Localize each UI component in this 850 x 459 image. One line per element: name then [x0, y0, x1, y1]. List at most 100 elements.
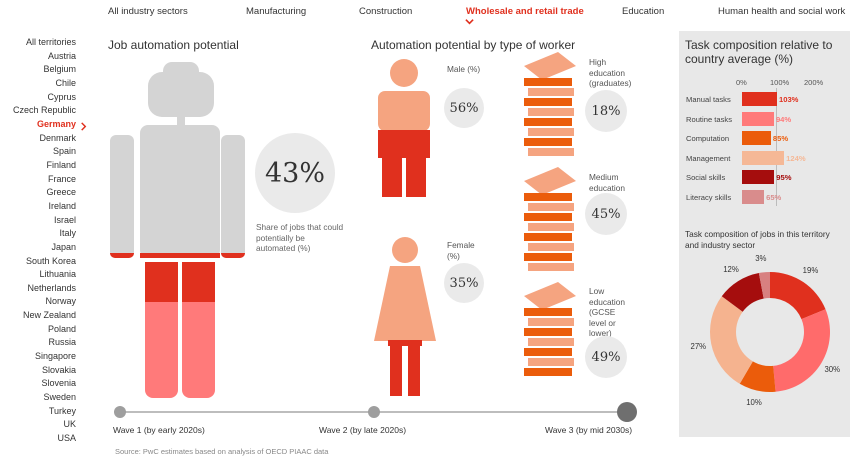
low-education-value: 49%	[591, 349, 621, 365]
donut-slice-label: 10%	[746, 398, 762, 408]
bar-category-label: Literacy skills	[686, 192, 732, 202]
country-item[interactable]: Denmark	[39, 132, 76, 143]
bar-category-label: Management	[686, 153, 731, 163]
tab-manufacturing[interactable]: Manufacturing	[246, 6, 307, 17]
active-tab-chevron-icon	[465, 19, 474, 25]
country-item[interactable]: Czech Republic	[12, 105, 76, 116]
country-item[interactable]: Lithuania	[39, 269, 76, 280]
bar-value-label: 65%	[766, 192, 782, 202]
country-item[interactable]: Belgium	[43, 64, 76, 75]
wave-2-label[interactable]: Wave 2 (by late 2020s)	[319, 425, 407, 435]
selected-country-chevron-icon	[81, 122, 87, 131]
bar-mark	[742, 131, 771, 145]
robot-right-leg-upper	[182, 262, 215, 302]
worker-type-title: Automation potential by type of worker	[371, 38, 576, 52]
tab-education[interactable]: Education	[622, 6, 665, 17]
medium-education-label: Medium education	[589, 172, 625, 193]
country-item[interactable]: Italy	[59, 228, 76, 239]
wave-3-label[interactable]: Wave 3 (by mid 2030s)	[545, 425, 633, 435]
task-donut-chart	[710, 272, 830, 392]
donut-slice	[758, 272, 770, 299]
wave-2-handle[interactable]	[368, 406, 380, 418]
country-item[interactable]: New Zealand	[22, 310, 76, 321]
robot-torso	[140, 125, 220, 258]
donut-slice	[739, 361, 776, 392]
donut-slice	[773, 309, 830, 392]
bar-axis-tick: 100%	[770, 78, 790, 87]
female-circle: 35%	[444, 263, 484, 303]
country-item[interactable]: Poland	[47, 323, 76, 334]
country-item[interactable]: Slovakia	[41, 364, 76, 375]
female-value: 35%	[449, 275, 479, 291]
female-label: Female (%)	[447, 240, 475, 261]
robot-neck	[177, 116, 185, 126]
country-item[interactable]: Austria	[47, 50, 76, 61]
wave-1-label[interactable]: Wave 1 (by early 2020s)	[113, 425, 205, 435]
bar-mark	[742, 111, 774, 126]
female-figure-icon	[374, 237, 436, 396]
bar-value-label: 124%	[786, 153, 806, 163]
tab-construction[interactable]: Construction	[359, 6, 413, 17]
male-value: 56%	[449, 100, 479, 116]
bar-value-label: 103%	[779, 95, 799, 104]
donut-title: Task composition of jobs in this territo…	[685, 229, 830, 250]
male-label: Male (%)	[447, 64, 481, 74]
country-item[interactable]: Norway	[45, 296, 76, 307]
donut-slice	[710, 296, 753, 384]
robot-head	[148, 72, 214, 117]
country-item[interactable]: Spain	[52, 146, 76, 157]
tab-all-industry-sectors[interactable]: All industry sectors	[108, 6, 188, 17]
job-automation-note: Share of jobs that could potentially be …	[256, 222, 344, 254]
source-note: Source: PwC estimates based on analysis …	[115, 447, 329, 456]
bar-value-label: 95%	[776, 173, 792, 182]
country-item[interactable]: Japan	[51, 241, 76, 252]
country-item[interactable]: Germany	[36, 118, 76, 129]
high-education-label: High education (graduates)	[589, 57, 632, 89]
male-figure-icon	[378, 59, 430, 197]
country-item[interactable]: Netherlands	[27, 282, 76, 293]
high-education-value: 18%	[591, 103, 621, 119]
country-item[interactable]: UK	[63, 419, 76, 430]
country-item[interactable]: South Korea	[25, 255, 76, 266]
country-item[interactable]: Sweden	[43, 392, 76, 403]
country-item[interactable]: Ireland	[48, 200, 76, 211]
country-item[interactable]: Russia	[48, 337, 76, 348]
robot-left-arm	[110, 135, 134, 258]
donut-slice	[770, 272, 826, 320]
wave-3-handle[interactable]	[617, 402, 637, 422]
robot-right-leg-lower	[182, 302, 215, 398]
country-item[interactable]: Israel	[53, 214, 76, 225]
bar-category-label: Computation	[686, 134, 730, 143]
country-item[interactable]: USA	[57, 433, 76, 444]
country-item[interactable]: Greece	[46, 187, 76, 198]
medium-education-circle: 45%	[585, 193, 627, 235]
tab-wholesale-and-retail-trade[interactable]: Wholesale and retail trade	[466, 6, 584, 17]
country-item[interactable]: Chile	[55, 77, 76, 88]
country-item[interactable]: France	[47, 173, 76, 184]
robot-right-arm	[221, 135, 245, 258]
bar-axis-tick: 0%	[736, 78, 747, 87]
country-item[interactable]: Slovenia	[41, 378, 76, 389]
bar-value-label: 85%	[772, 134, 789, 143]
job-automation-circle: 43%	[255, 133, 335, 213]
donut-slice-label: 19%	[802, 266, 819, 276]
robot-right-arm-fill	[221, 253, 245, 258]
donut-slice	[721, 273, 764, 312]
country-item[interactable]: Singapore	[34, 351, 76, 362]
education-books-icon	[524, 52, 576, 376]
job-automation-value: 43%	[264, 157, 325, 189]
tab-human-health-and-social-work[interactable]: Human health and social work	[718, 6, 846, 17]
donut-slice-label: 30%	[824, 364, 841, 374]
wave-1-handle[interactable]	[114, 406, 126, 418]
country-item[interactable]: Finland	[46, 159, 76, 170]
country-item[interactable]: Turkey	[48, 405, 76, 416]
bar-axis-tick: 200%	[804, 78, 824, 87]
country-item[interactable]: Cyprus	[47, 91, 76, 102]
country-item[interactable]: All territories	[25, 37, 76, 47]
bar-category-label: Manual tasks	[686, 95, 731, 104]
job-automation-title: Job automation potential	[108, 38, 239, 52]
donut-slice-label: 27%	[690, 341, 707, 351]
bar-mark	[742, 170, 775, 184]
donut-slice-label: 12%	[723, 265, 739, 275]
robot-left-arm-fill	[110, 253, 134, 258]
